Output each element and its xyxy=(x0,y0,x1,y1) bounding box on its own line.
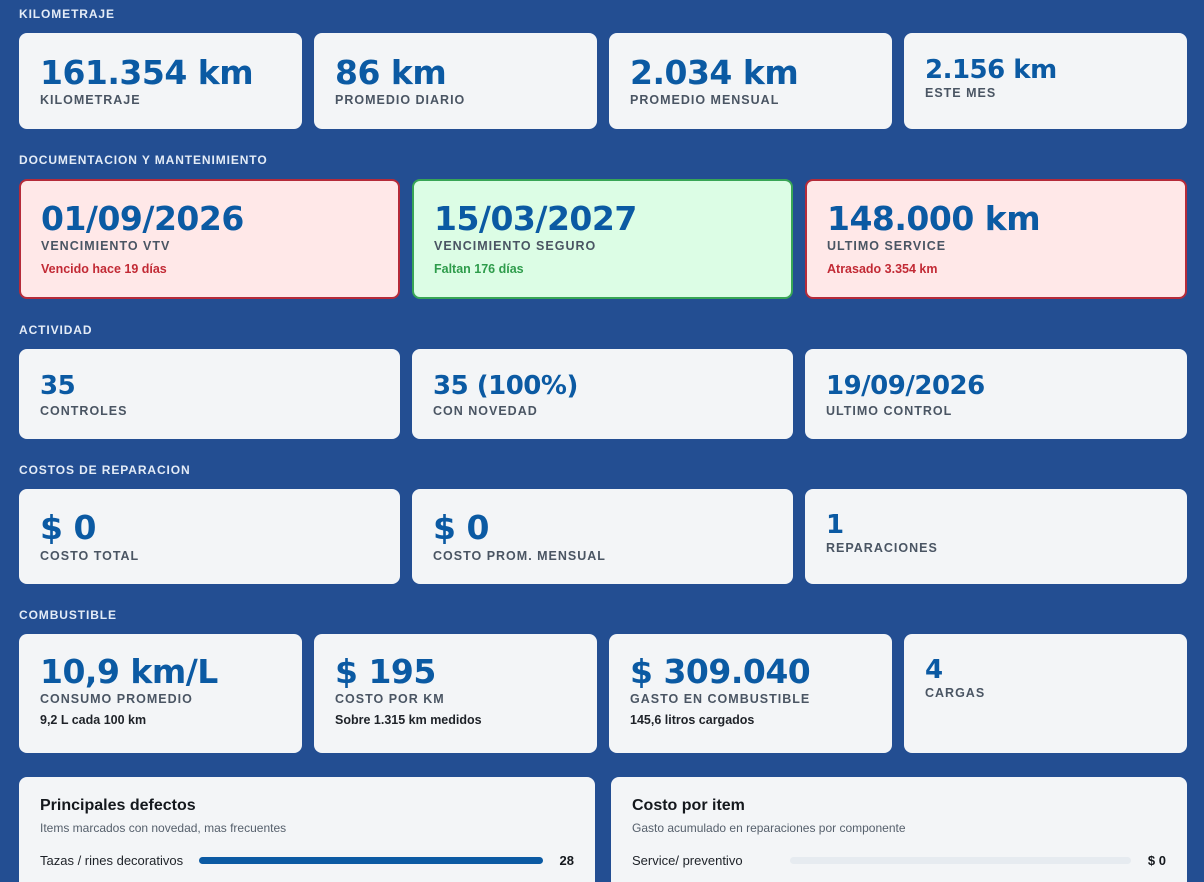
stat-label: COSTO PROM. MENSUAL xyxy=(433,549,606,563)
defect-count: 28 xyxy=(559,853,574,868)
stat-label: PROMEDIO DIARIO xyxy=(335,93,466,107)
stat-label: REPARACIONES xyxy=(826,541,938,555)
status-text: Faltan 176 días xyxy=(434,262,524,276)
panel-principales-defectos: Principales defectos Items marcados con … xyxy=(19,777,595,882)
stat-value: 35 xyxy=(40,371,76,401)
stat-card-kilometraje: 161.354 km KILOMETRAJE xyxy=(19,33,302,129)
defect-label: Tazas / rines decorativos xyxy=(40,853,184,868)
cost-bar-track xyxy=(790,857,1131,864)
panel-subtitle: Items marcados con novedad, mas frecuent… xyxy=(40,821,287,835)
stat-value: 86 km xyxy=(335,53,447,92)
defect-bar-track xyxy=(199,857,543,864)
stat-value: 4 xyxy=(925,655,943,685)
cost-item-row: Service/ preventivo $ 0 xyxy=(611,852,1187,870)
stat-card-costo-mensual: $ 0 COSTO PROM. MENSUAL xyxy=(412,489,793,584)
cost-item-label: Service/ preventivo xyxy=(632,853,743,868)
stat-card-costo-km: $ 195 COSTO POR KM Sobre 1.315 km medido… xyxy=(314,634,597,753)
stat-card-controles: 35 CONTROLES xyxy=(19,349,400,439)
doc-card-service: 148.000 km ULTIMO SERVICE Atrasado 3.354… xyxy=(805,179,1187,299)
stat-label: KILOMETRAJE xyxy=(40,93,141,107)
cost-item-value: $ 0 xyxy=(1147,853,1166,868)
stat-card-promedio-diario: 86 km PROMEDIO DIARIO xyxy=(314,33,597,129)
stat-label: COSTO TOTAL xyxy=(40,549,140,563)
stat-label: ESTE MES xyxy=(925,86,997,100)
stat-label: CON NOVEDAD xyxy=(433,404,538,418)
stat-label: COSTO POR KM xyxy=(335,692,445,706)
stat-card-con-novedad: 35 (100%) CON NOVEDAD xyxy=(412,349,793,439)
section-title-kilometraje: KILOMETRAJE xyxy=(19,7,115,21)
stat-value: 01/09/2026 xyxy=(41,199,244,238)
stat-value: 35 (100%) xyxy=(433,371,578,401)
section-title-combustible: COMBUSTIBLE xyxy=(19,608,117,622)
stat-value: 148.000 km xyxy=(827,199,1041,238)
status-text: Atrasado 3.354 km xyxy=(827,262,938,276)
stat-value: $ 309.040 xyxy=(630,652,811,691)
panel-title: Principales defectos xyxy=(40,797,196,814)
stat-label: VENCIMIENTO SEGURO xyxy=(434,239,597,253)
panel-costo-por-item: Costo por item Gasto acumulado en repara… xyxy=(611,777,1187,882)
stat-card-ultimo-control: 19/09/2026 ULTIMO CONTROL xyxy=(805,349,1187,439)
detail-text: Sobre 1.315 km medidos xyxy=(335,713,482,727)
stat-value: $ 0 xyxy=(433,508,489,547)
stat-label: VENCIMIENTO VTV xyxy=(41,239,171,253)
panel-subtitle: Gasto acumulado en reparaciones por comp… xyxy=(632,821,906,835)
stat-label: PROMEDIO MENSUAL xyxy=(630,93,780,107)
stat-card-cargas: 4 CARGAS xyxy=(904,634,1187,753)
stat-card-consumo: 10,9 km/L CONSUMO PROMEDIO 9,2 L cada 10… xyxy=(19,634,302,753)
stat-card-gasto-combustible: $ 309.040 GASTO EN COMBUSTIBLE 145,6 lit… xyxy=(609,634,892,753)
stat-value: 2.156 km xyxy=(925,55,1057,85)
stat-label: ULTIMO CONTROL xyxy=(826,404,953,418)
status-text: Vencido hace 19 días xyxy=(41,262,167,276)
detail-text: 145,6 litros cargados xyxy=(630,713,755,727)
stat-label: CONTROLES xyxy=(40,404,128,418)
stat-value: 10,9 km/L xyxy=(40,652,218,691)
doc-card-seguro: 15/03/2027 VENCIMIENTO SEGURO Faltan 176… xyxy=(412,179,793,299)
stat-card-este-mes: 2.156 km ESTE MES xyxy=(904,33,1187,129)
stat-value: $ 195 xyxy=(335,652,436,691)
stat-label: CONSUMO PROMEDIO xyxy=(40,692,193,706)
section-title-documentacion: DOCUMENTACION Y MANTENIMIENTO xyxy=(19,153,268,167)
stat-label: GASTO EN COMBUSTIBLE xyxy=(630,692,811,706)
section-title-costos: COSTOS DE REPARACION xyxy=(19,463,191,477)
defect-bar-fill xyxy=(199,857,543,864)
doc-card-vtv: 01/09/2026 VENCIMIENTO VTV Vencido hace … xyxy=(19,179,400,299)
stat-value: 2.034 km xyxy=(630,53,799,92)
panel-title: Costo por item xyxy=(632,797,745,814)
stat-value: $ 0 xyxy=(40,508,96,547)
section-title-actividad: ACTIVIDAD xyxy=(19,323,93,337)
stat-card-costo-total: $ 0 COSTO TOTAL xyxy=(19,489,400,584)
detail-text: 9,2 L cada 100 km xyxy=(40,713,147,727)
stat-value: 161.354 km xyxy=(40,53,254,92)
stat-label: ULTIMO SERVICE xyxy=(827,239,947,253)
stat-card-promedio-mensual: 2.034 km PROMEDIO MENSUAL xyxy=(609,33,892,129)
defect-row: Tazas / rines decorativos 28 xyxy=(19,852,595,870)
stat-label: CARGAS xyxy=(925,686,986,700)
stat-value: 19/09/2026 xyxy=(826,371,985,401)
stat-value: 15/03/2027 xyxy=(434,199,637,238)
stat-card-reparaciones: 1 REPARACIONES xyxy=(805,489,1187,584)
stat-value: 1 xyxy=(826,510,844,540)
